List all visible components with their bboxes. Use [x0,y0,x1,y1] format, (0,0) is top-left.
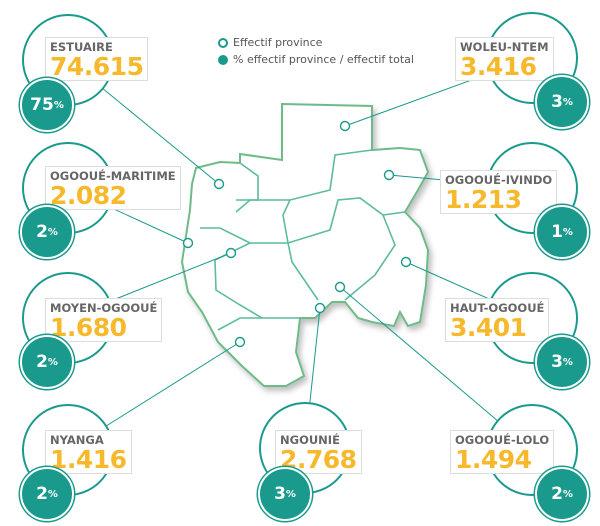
province-value: 1.416 [50,445,127,474]
percent-badge-ngouni-: 3% [258,467,312,521]
percent-sign: % [53,99,64,111]
percent-sign: % [562,96,573,108]
percent-badge-ogoou-maritime: 2% [20,205,74,259]
pin-haut-ogoou- [400,256,412,268]
pin-ngouni- [314,302,326,314]
province-name: NYANGA [50,433,104,447]
percent-badge-woleu-ntem: 3% [535,75,589,129]
percent-sign: % [562,488,573,500]
percent-sign: % [47,226,58,238]
percent-badge-haut-ogoou-: 3% [535,335,589,389]
percent-value: 2 [36,352,48,372]
card-ogoou-lolo: OGOOUÉ-LOLO 1.494 [450,430,555,474]
province-name: HAUT-OGOOUÉ [450,301,545,315]
map-outline [180,102,430,387]
percent-badge-estuaire: 75% [20,78,74,132]
percent-value: 1 [551,222,563,242]
card-ogoou-ivindo: OGOOUÉ-IVINDO 1.213 [440,170,558,214]
pin-estuaire [213,178,225,190]
province-name: OGOOUÉ-LOLO [455,433,550,447]
card-nyanga: NYANGA 1.416 [45,430,132,474]
card-estuaire: ESTUAIRE 74.615 [45,37,149,81]
percent-value: 2 [36,222,48,242]
pin-nyanga [234,336,246,348]
percent-badge-ogoou-lolo: 2% [535,467,589,521]
province-value: 1.494 [455,445,532,474]
province-name: OGOOUÉ-MARITIME [50,169,176,183]
legend: Effectif province % effectif province / … [218,34,414,68]
legend-percent: % effectif province / effectif total [233,53,414,66]
percent-sign: % [47,356,58,368]
percent-sign: % [562,356,573,368]
province-value: 1.680 [50,313,127,342]
percent-badge-nyanga: 2% [20,467,74,521]
percent-value: 2 [551,484,563,504]
province-name: NGOUNIÉ [280,433,340,447]
province-name: OGOOUÉ-IVINDO [445,173,553,187]
province-value: 74.615 [50,52,144,81]
province-name: MOYEN-OGOOUÉ [50,301,158,315]
percent-badge-ogoou-ivindo: 1% [535,205,589,259]
pin-ogoou-lolo [334,281,346,293]
card-haut-ogoou-: HAUT-OGOOUÉ 3.401 [445,298,550,342]
percent-value: 2 [36,484,48,504]
percent-sign: % [47,488,58,500]
percent-badge-moyen-ogoou-: 2% [20,335,74,389]
open-circle-icon [218,37,228,48]
province-value: 3.401 [450,313,527,342]
pin-ogoou-ivindo [383,169,395,181]
province-value: 3.416 [460,52,537,81]
card-moyen-ogoou-: MOYEN-OGOOUÉ 1.680 [45,298,163,342]
card-ngouni-: NGOUNIÉ 2.768 [275,430,362,474]
province-name: WOLEU-NTEM [460,40,549,54]
percent-value: 3 [551,92,563,112]
legend-effectif: Effectif province [233,36,323,49]
card-woleu-ntem: WOLEU-NTEM 3.416 [455,37,554,81]
percent-value: 75 [30,95,54,115]
percent-value: 3 [551,352,563,372]
pin-ogoou-maritime [182,237,194,249]
pin-woleu-ntem [339,120,351,132]
province-value: 2.082 [50,181,127,210]
province-borders [200,149,406,331]
card-ogoou-maritime: OGOOUÉ-MARITIME 2.082 [45,166,181,210]
province-value: 1.213 [445,185,522,214]
filled-circle-icon [218,54,228,65]
province-name: ESTUAIRE [50,40,113,54]
percent-value: 3 [274,484,286,504]
percent-sign: % [562,226,573,238]
percent-sign: % [285,488,296,500]
pin-moyen-ogoou- [225,247,237,259]
